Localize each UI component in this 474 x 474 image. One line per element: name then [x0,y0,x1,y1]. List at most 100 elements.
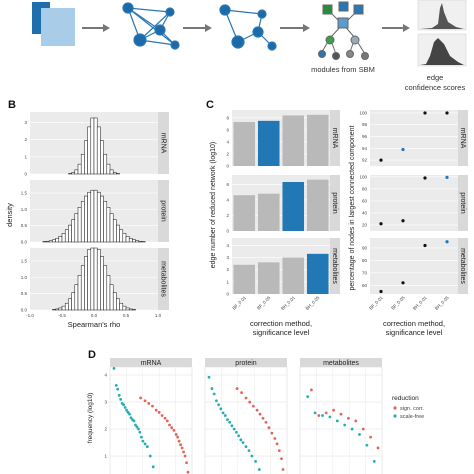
arrow-3 [280,24,310,32]
legend-sign-corr-swatch [393,406,397,410]
histogram-bar [90,247,95,311]
sign-corr-point [277,449,281,453]
scale-free-point [372,460,376,463]
histogram-bar [87,191,92,243]
scale-free-point [137,427,140,431]
y-tick-label: 1.0 [21,275,28,280]
sign-corr-point [163,416,167,420]
y-tick-label: 0.0 [21,308,28,313]
y-tick-label: 1.5 [21,191,28,196]
scale-free-point [116,387,120,391]
x-tick-label: BH_0.05 [434,295,450,311]
scale-free-point [125,408,128,412]
confidence-histogram-icons [417,0,467,67]
histogram-bar [122,305,127,311]
y-tick-label: 6 [226,127,229,132]
arrow-1 [82,24,110,32]
histogram-bar [64,302,69,311]
scale-free-point [350,427,354,431]
histogram-bar [132,239,136,243]
facet-strip [110,358,192,367]
x-tick-label: 0.0 [91,313,98,318]
scale-free-point [117,393,121,397]
histogram-bar [96,191,101,243]
y-tick-label: 2 [226,151,229,156]
histogram-bar [87,126,92,175]
facet-strip [458,238,468,294]
sign-corr-point [244,396,248,400]
scale-free-point [148,454,152,458]
scale-free-point [219,407,223,411]
y-tick-label: 2 [226,213,229,218]
y-tick-label: 1 [104,454,107,459]
legend-scale-free-swatch [393,414,397,418]
scale-free-point [151,465,155,469]
y-tick-label: 2 [226,267,229,272]
y-tick-label: 98 [362,122,368,127]
facet-strip [458,175,468,231]
sign-corr-point [248,400,252,404]
histogram-bar [109,284,114,311]
histogram-bar [93,189,98,243]
edge-count-bar [257,120,280,166]
facet-strip [330,110,340,166]
lcc-point [401,147,405,152]
legend-title: reduction [392,395,419,402]
y-tick-label: 6 [226,182,229,187]
panel-label-b: B [8,99,16,111]
y-tick-label: 100 [359,174,367,179]
x-tick-label: 0.5 [123,313,130,318]
x-tick-label: -0.5 [58,313,66,318]
histogram-bar [61,233,66,243]
y-tick-label: 3 [104,400,107,405]
panel-c-lcc-points: 92 94 96 98 100 mRNA 20 40 60 80 100 protein 60 70 80 9… [349,110,468,337]
panel-b-histograms: 0 1 2 3 mRNA 0.0 0.5 1.0 1.5 protein 0.0 0.5 1.0 1.5 m… [5,112,169,329]
sign-corr-point [172,428,176,432]
x-axis-label: Spearman's rho [68,320,121,329]
scale-free-point [313,411,317,415]
scale-free-point [244,445,248,448]
scale-free-point [134,423,137,427]
point-panel-bg [370,238,458,294]
x-tick-label: BH_0.05 [305,295,321,311]
sign-corr-point [261,416,265,420]
histogram-bar [90,189,95,243]
facet-strip-label: metabolites [459,248,466,284]
histogram-bar [77,163,82,175]
edge-count-bar [306,179,329,231]
sbm-tree-icon [318,1,369,60]
y-tick-label: 4 [226,243,229,248]
sign-corr-point [168,423,171,427]
panel-label-d: D [88,349,96,361]
panel-c-edge-bars: 0 2 4 6 8 mRNA 0 2 4 6 protein 0 1 2 3 4 metabolites BF_0… [210,110,340,337]
x-axis-label-line1: correction method, [383,319,445,328]
histogram-bar [80,200,85,243]
histogram-bar [84,140,88,175]
y-tick-label: 3 [24,120,27,125]
edge-count-bar [257,193,280,231]
matrix-icon-front [41,8,75,46]
scale-free-point [119,397,123,401]
scale-free-point [123,406,127,409]
scale-free-point [126,410,130,414]
scale-free-point [306,395,310,399]
histogram-bar [74,284,79,311]
facet-strip [158,112,169,174]
y-tick-label: 0 [24,172,27,177]
y-tick-label: 2 [24,137,27,142]
caption-confidence-scores: confidence scores [405,83,466,92]
scale-free-point [230,424,234,428]
facet-strip-label: protein [459,192,466,214]
edge-count-bar [233,264,256,294]
facet-strip [458,110,468,166]
facet-strip [330,175,340,231]
edge-count-bar [306,114,329,166]
x-tick-label: -1.0 [26,313,34,318]
sign-corr-point [174,433,178,436]
scale-free-point [135,425,139,429]
facet-strip-label: protein [235,360,257,367]
scale-free-point [234,430,238,434]
y-tick-label: 1 [226,279,229,284]
scatter-panel-bg [109,366,193,474]
scale-free-point [335,419,339,423]
